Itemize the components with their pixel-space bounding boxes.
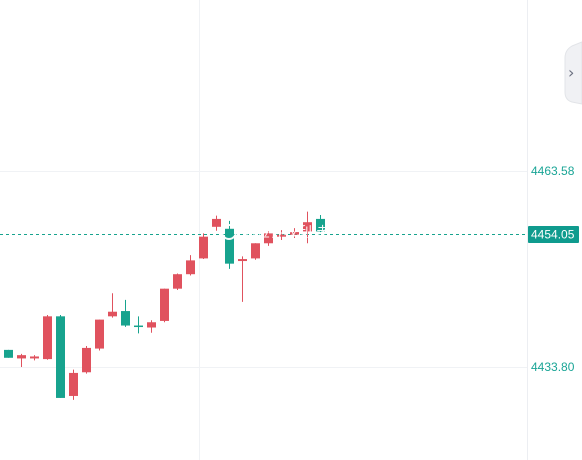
candle: [238, 256, 247, 302]
candle-body: [199, 236, 208, 259]
candle: [134, 316, 143, 334]
weibo-icon: [221, 224, 237, 240]
candle: [290, 228, 299, 239]
candle: [56, 315, 65, 398]
candle-body: [173, 274, 182, 289]
last-price-tag: 4454.05: [528, 226, 579, 243]
candle: [82, 345, 91, 374]
candle-body: [316, 218, 325, 232]
candle-body: [186, 260, 195, 275]
candle-body: [134, 325, 143, 328]
watermark-text: @金钟权利 老方: [242, 224, 344, 241]
y-tick-label: 4433.80: [531, 360, 575, 374]
candle: [277, 230, 286, 240]
candle-body: [264, 233, 273, 244]
chevron-right-icon[interactable]: ›: [568, 63, 574, 82]
candle: [17, 353, 26, 367]
candle-body: [160, 288, 169, 321]
collapse-toggle[interactable]: ›: [564, 41, 582, 105]
candle-body: [17, 355, 26, 359]
candle: [121, 299, 130, 327]
candle-body: [108, 311, 117, 317]
watermark: @金钟权利 老方: [221, 224, 344, 241]
candle-body: [121, 311, 130, 326]
candle-body: [30, 356, 39, 359]
candle: [186, 255, 195, 276]
y-tick-label: 4463.58: [531, 164, 575, 178]
candle: [95, 319, 104, 351]
candle: [30, 355, 39, 361]
candles: [4, 211, 325, 400]
candle-body: [303, 222, 312, 232]
candle: [264, 231, 273, 246]
last-price-tag-text: 4454.05: [531, 228, 575, 242]
candle: [212, 215, 221, 231]
candle-body: [69, 372, 78, 396]
candle: [43, 315, 52, 360]
candle: [160, 288, 169, 323]
candle-body: [82, 347, 91, 373]
candle: [108, 293, 117, 318]
candle-body: [225, 228, 234, 264]
candle-body: [4, 349, 13, 358]
candle: [303, 211, 312, 244]
collapse-tab[interactable]: [564, 41, 582, 105]
candle-body: [212, 218, 221, 227]
candle-body: [147, 322, 156, 328]
candle: [147, 320, 156, 333]
candle: [251, 243, 260, 260]
candle: [173, 273, 182, 290]
candle: [199, 233, 208, 260]
candle: [225, 220, 234, 269]
candle: [4, 349, 13, 358]
last-price-tag-box: [528, 226, 579, 243]
candle-body: [251, 243, 260, 259]
candle-body: [56, 316, 65, 398]
candle-body: [95, 319, 104, 349]
candle-body: [277, 234, 286, 237]
candle-body: [290, 232, 299, 235]
candle-body: [238, 259, 247, 262]
candle: [316, 214, 325, 233]
candle: [69, 369, 78, 400]
candle-body: [43, 316, 52, 360]
